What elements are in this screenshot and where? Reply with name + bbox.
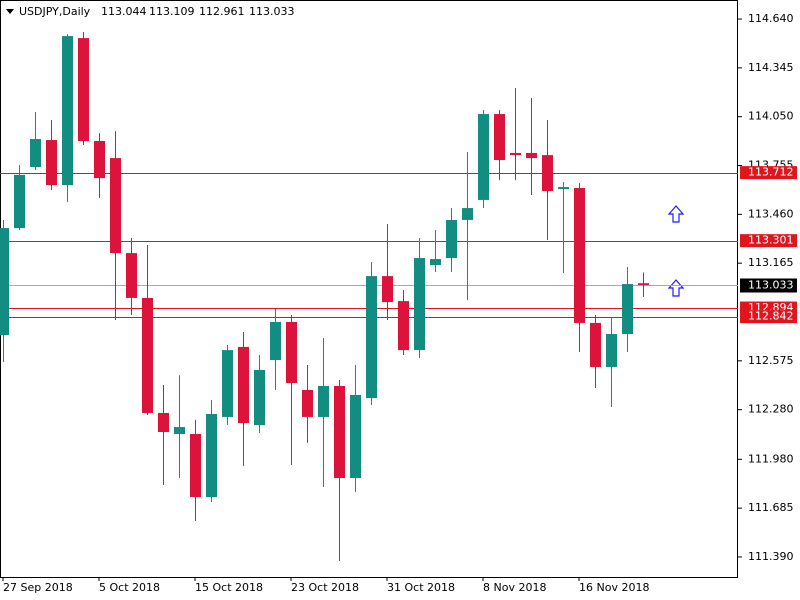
- candle-body: [446, 219, 457, 259]
- candle-body: [302, 389, 313, 417]
- candle-body: [238, 346, 249, 424]
- candle-body: [462, 208, 473, 220]
- candle-body: [174, 427, 185, 434]
- candle-body: [382, 276, 393, 303]
- candle-body: [590, 322, 601, 367]
- candle-body: [494, 114, 505, 161]
- candle-body: [190, 433, 201, 498]
- candle-body: [62, 36, 73, 186]
- x-tick-label: 27 Sep 2018: [3, 581, 73, 594]
- candle-body: [526, 152, 537, 159]
- header-close: 113.033: [249, 5, 295, 18]
- x-tick-label: 8 Nov 2018: [483, 581, 546, 594]
- candle-body: [318, 385, 329, 417]
- candle-body: [126, 253, 137, 298]
- candle-body: [542, 155, 553, 192]
- x-tick-label: 16 Nov 2018: [579, 581, 649, 594]
- candle-body: [30, 139, 41, 168]
- y-tick-label: 114.050: [748, 110, 794, 123]
- candle-body: [110, 158, 121, 254]
- header-low: 112.961: [199, 5, 245, 18]
- candle-body: [478, 114, 489, 200]
- candle-body: [638, 283, 649, 286]
- candle-body: [222, 350, 233, 417]
- candle-body: [158, 412, 169, 433]
- y-tick-label: 114.640: [748, 12, 794, 25]
- candle-body: [398, 301, 409, 351]
- y-tick-label: 113.460: [748, 207, 794, 220]
- y-tick-label: 113.165: [748, 256, 794, 269]
- y-tick-label: 114.345: [748, 61, 794, 74]
- x-tick-label: 31 Oct 2018: [387, 581, 455, 594]
- level-label-box: [740, 310, 797, 324]
- candle-body: [286, 321, 297, 384]
- candle-body: [334, 385, 345, 479]
- candle-body: [94, 141, 105, 179]
- candle-body: [270, 321, 281, 361]
- candle-body: [366, 276, 377, 399]
- candle-body: [622, 284, 633, 335]
- level-label: 113.301: [748, 234, 794, 247]
- x-tick-label: 15 Oct 2018: [195, 581, 263, 594]
- candle-body: [558, 187, 569, 190]
- symbol-label: USDJPY,Daily: [19, 5, 91, 18]
- x-tick-label: 5 Oct 2018: [99, 581, 160, 594]
- candle-body: [206, 413, 217, 498]
- y-tick-label: 111.980: [748, 452, 794, 465]
- buy-arrow: [667, 279, 685, 297]
- candle-body: [14, 174, 25, 229]
- candle-body: [46, 140, 57, 186]
- level-label: 112.842: [748, 310, 794, 323]
- candle-body: [414, 258, 425, 351]
- header-open: 113.044: [101, 5, 147, 18]
- y-tick-label: 112.280: [748, 403, 794, 416]
- x-tick-label: 23 Oct 2018: [291, 581, 359, 594]
- candle-body: [574, 188, 585, 323]
- candle-body: [510, 152, 521, 156]
- price-label-box: [740, 278, 797, 293]
- candle-body: [0, 228, 9, 336]
- level-label: 113.712: [748, 166, 794, 179]
- header-high: 113.109: [149, 5, 195, 18]
- candle-body: [430, 259, 441, 265]
- level-label-box: [740, 166, 797, 180]
- candle-body: [254, 369, 265, 426]
- menu-triangle[interactable]: [6, 9, 14, 14]
- candle-body: [350, 394, 361, 479]
- candle-body: [142, 297, 153, 413]
- candle-body: [606, 334, 617, 367]
- y-tick-label: 112.575: [748, 354, 794, 367]
- y-tick-label: 111.390: [748, 550, 794, 563]
- candle-body: [78, 38, 89, 142]
- price-label: 113.033: [748, 279, 794, 292]
- y-tick-label: 111.685: [748, 501, 794, 514]
- buy-arrow: [667, 205, 685, 223]
- level-label-box: [740, 234, 797, 248]
